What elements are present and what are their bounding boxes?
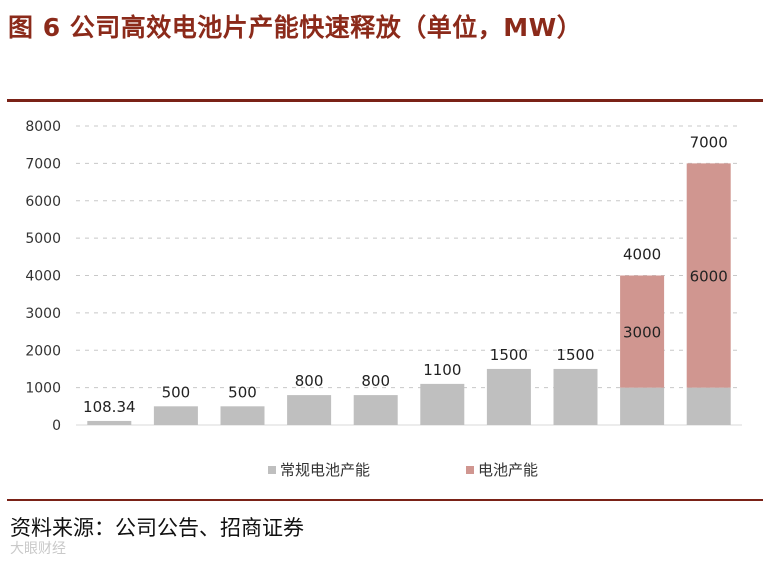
data-label: 108.34 [83, 398, 136, 416]
y-tick-label: 1000 [25, 381, 61, 397]
legend-label: 常规电池产能 [280, 461, 370, 479]
data-label: 500 [228, 383, 257, 401]
bar-battery-capacity [620, 275, 665, 388]
data-label: 3000 [623, 324, 661, 342]
y-tick-label: 6000 [25, 194, 61, 210]
y-tick-label: 3000 [25, 306, 61, 322]
source-note: 资料来源：公司公告、招商证券 [10, 516, 304, 540]
total-label: 7000 [690, 133, 728, 151]
data-label: 800 [295, 372, 324, 390]
bar-regular-capacity [287, 395, 332, 425]
chart-title: 图 6 公司高效电池片产能快速释放（单位，MW） [8, 13, 583, 42]
y-tick-label: 2000 [25, 343, 61, 359]
legend-swatch [466, 466, 474, 474]
bar-regular-capacity [486, 368, 531, 425]
top-divider [7, 99, 763, 102]
data-label: 800 [361, 372, 390, 390]
bar-regular-capacity [620, 387, 665, 425]
legend-label: 电池产能 [478, 461, 538, 479]
bar-regular-capacity [686, 387, 731, 425]
data-label: 1500 [556, 346, 594, 364]
data-label: 1100 [423, 361, 461, 379]
y-tick-label: 8000 [25, 119, 61, 135]
data-label: 6000 [690, 268, 728, 286]
legend-swatch [268, 466, 276, 474]
data-label: 500 [162, 383, 191, 401]
y-tick-label: 7000 [25, 156, 61, 172]
bar-regular-capacity [553, 368, 598, 425]
bar-regular-capacity [87, 420, 132, 425]
bar-regular-capacity [420, 383, 465, 425]
bar-regular-capacity [153, 406, 198, 425]
y-tick-label: 5000 [25, 231, 61, 247]
data-label: 1500 [490, 346, 528, 364]
watermark: 大眼财经 [10, 541, 66, 557]
bottom-divider [7, 499, 763, 501]
y-tick-label: 0 [52, 418, 61, 434]
total-label: 4000 [623, 246, 661, 264]
bar-regular-capacity [220, 406, 265, 425]
bar-battery-capacity [686, 163, 731, 388]
bar-regular-capacity [353, 395, 398, 425]
y-tick-label: 4000 [25, 269, 61, 285]
stacked-bar-chart: 0 1000 2000 3000 4000 5000 6000 7000 8000 108.34 5… [25, 119, 742, 479]
